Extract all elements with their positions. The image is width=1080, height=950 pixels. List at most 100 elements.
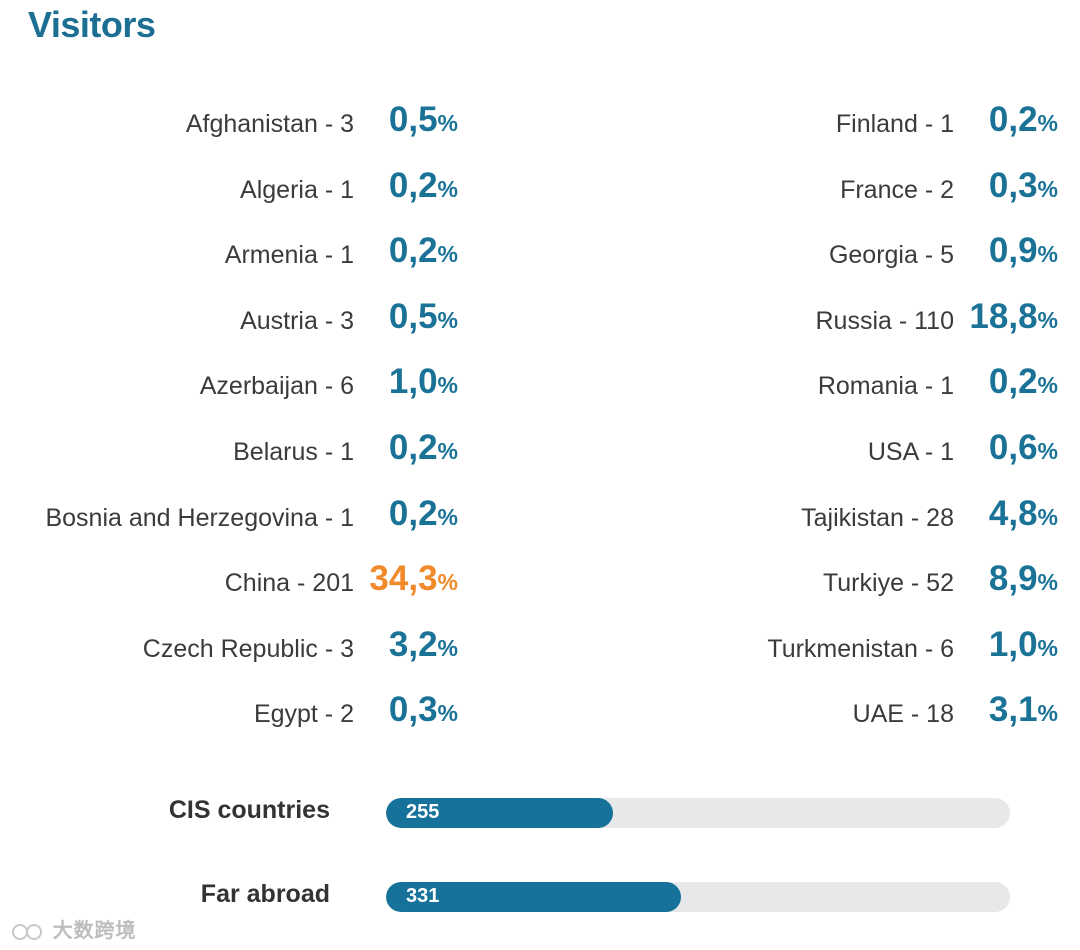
percent-value: 1,0	[388, 362, 438, 402]
percent-sign: %	[437, 569, 458, 596]
percent-value: 0,2	[388, 165, 438, 205]
country-row: Georgia - 5 0,9%	[540, 223, 1080, 289]
country-percent: 4,8%	[950, 494, 1058, 534]
percent-sign: %	[1037, 634, 1058, 661]
country-name: Turkiye - 52	[822, 569, 954, 598]
percent-value: 0,2	[988, 100, 1038, 139]
country-row: USA - 1 0,6%	[540, 420, 1080, 486]
watermark-logo-icon	[12, 923, 42, 940]
country-name: USA - 1	[867, 437, 954, 466]
watermark-text: 大数跨境	[52, 920, 137, 942]
percent-value: 8,9	[988, 559, 1038, 599]
country-percent: 0,6%	[950, 428, 1058, 468]
country-percent: 0,2%	[350, 494, 458, 534]
country-percent: 0,5%	[350, 100, 458, 140]
bar-row-cis: CIS countries 255	[0, 792, 1080, 832]
country-name: Azerbaijan - 6	[199, 372, 354, 401]
country-percent: 1,0%	[350, 362, 458, 402]
country-percent: 0,3%	[950, 166, 1058, 206]
country-list-left: Afghanistan - 3 0,5% Algeria - 1 0,2% Armeni…	[0, 92, 540, 748]
percent-value: 18,8	[969, 296, 1038, 336]
bar-label: CIS countries	[168, 796, 330, 824]
percent-value: 0,9	[988, 231, 1038, 271]
watermark: 大数跨境	[10, 914, 137, 943]
percent-sign: %	[437, 437, 458, 464]
country-percent: 0,2%	[350, 428, 458, 468]
bar-value: 331	[406, 885, 440, 907]
country-name: Egypt - 2	[253, 700, 354, 729]
percent-sign: %	[1037, 569, 1058, 596]
country-row: Turkiye - 52 8,9%	[540, 551, 1080, 617]
country-name: Belarus - 1	[233, 437, 354, 466]
percent-value: 0,5	[388, 100, 438, 139]
percent-value: 4,8	[988, 493, 1038, 533]
country-row: Turkmenistan - 6 1,0%	[540, 617, 1080, 683]
country-percent: 34,3%	[350, 559, 458, 599]
percent-sign: %	[437, 700, 458, 727]
country-name: Russia - 110	[815, 306, 955, 335]
country-row: Algeria - 1 0,2%	[0, 158, 540, 224]
percent-value: 0,5	[388, 296, 438, 336]
country-row: China - 201 34,3%	[0, 551, 540, 617]
percent-sign: %	[437, 175, 458, 202]
percent-value: 0,2	[388, 493, 438, 533]
country-percent: 3,1%	[950, 690, 1058, 730]
percent-sign: %	[1037, 110, 1058, 136]
country-percent: 0,2%	[350, 166, 458, 206]
bar-fill: 331	[386, 882, 682, 912]
bar-value: 255	[406, 801, 440, 823]
percent-value: 0,3	[388, 690, 438, 730]
country-percent: 1,0%	[950, 625, 1058, 665]
country-percent: 0,2%	[950, 362, 1058, 402]
country-percent: 0,9%	[950, 231, 1058, 271]
country-row: Azerbaijan - 6 1,0%	[0, 354, 540, 420]
country-percent: 0,5%	[350, 297, 458, 337]
percent-value: 3,1	[988, 690, 1038, 730]
country-percent: 0,3%	[350, 690, 458, 730]
country-name: Armenia - 1	[224, 241, 354, 270]
percent-sign: %	[1037, 175, 1058, 202]
bar-row-far-abroad: Far abroad 331	[0, 876, 1080, 916]
country-name: Austria - 3	[240, 306, 354, 335]
country-name: China - 201	[224, 569, 354, 598]
percent-value: 3,2	[388, 624, 438, 664]
country-percent: 3,2%	[350, 625, 458, 665]
country-percent: 18,8%	[950, 297, 1058, 337]
country-name: UAE - 18	[852, 700, 954, 729]
percent-sign: %	[1037, 372, 1058, 399]
country-row: Austria - 3 0,5%	[0, 289, 540, 355]
percent-sign: %	[1037, 306, 1058, 333]
percent-value: 0,2	[388, 427, 438, 467]
bar-fill: 255	[386, 798, 614, 828]
percent-sign: %	[1037, 700, 1058, 727]
percent-sign: %	[437, 503, 458, 530]
country-row: Egypt - 2 0,3%	[0, 682, 540, 748]
country-name: Czech Republic - 3	[142, 634, 354, 663]
percent-sign: %	[437, 110, 458, 136]
percent-value: 34,3	[369, 559, 438, 599]
country-percent: 8,9%	[950, 559, 1058, 599]
country-row: UAE - 18 3,1%	[540, 682, 1080, 748]
country-name: Finland - 1	[835, 110, 954, 138]
percent-sign: %	[1037, 241, 1058, 268]
country-name: Romania - 1	[817, 372, 954, 401]
country-name: Tajikistan - 28	[801, 503, 954, 532]
percent-sign: %	[1037, 503, 1058, 530]
country-name: Turkmenistan - 6	[767, 634, 954, 663]
country-row: Afghanistan - 3 0,5%	[0, 92, 540, 158]
country-row: Bosnia and Herzegovina - 1 0,2%	[0, 486, 540, 552]
percent-sign: %	[1037, 437, 1058, 464]
bar-track: 255	[386, 798, 1010, 828]
country-row: Romania - 1 0,2%	[540, 354, 1080, 420]
country-percent: 0,2%	[350, 231, 458, 271]
percent-sign: %	[437, 634, 458, 661]
percent-sign: %	[437, 241, 458, 268]
percent-value: 1,0	[988, 624, 1038, 664]
page-title: Visitors	[28, 4, 156, 45]
country-row: France - 2 0,3%	[540, 158, 1080, 224]
bar-track: 331	[386, 882, 1010, 912]
bar-label: Far abroad	[200, 880, 330, 908]
country-row: Czech Republic - 3 3,2%	[0, 617, 540, 683]
percent-value: 0,6	[988, 427, 1038, 467]
country-name: Afghanistan - 3	[185, 110, 354, 138]
